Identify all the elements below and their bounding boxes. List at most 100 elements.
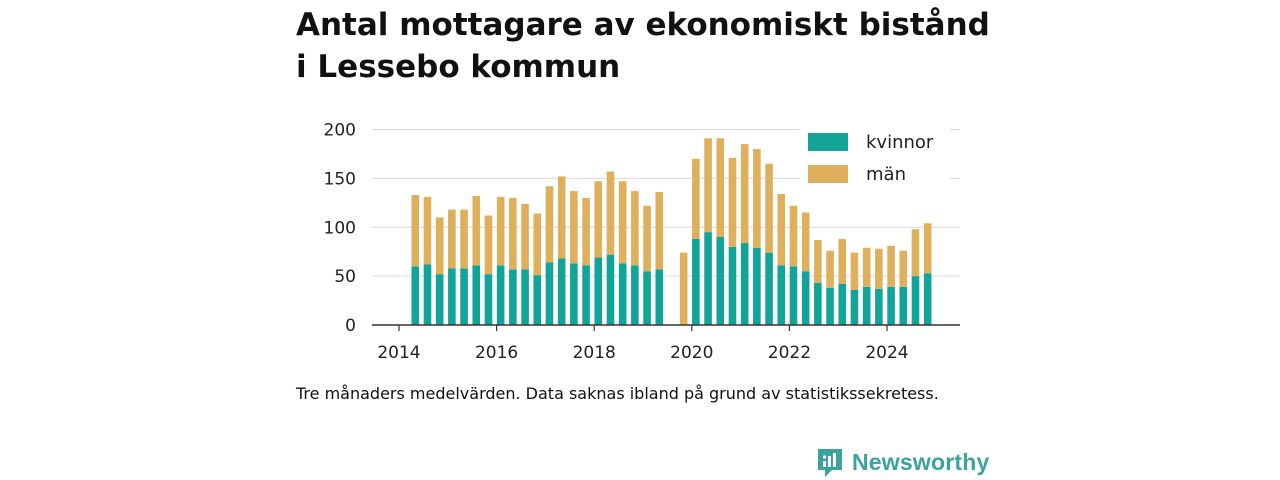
- bar-kvinnor: [435, 274, 444, 325]
- bar-man: [753, 149, 761, 248]
- bar-man: [533, 213, 542, 276]
- bar-man: [716, 138, 725, 238]
- bar-kvinnor: [411, 266, 420, 325]
- bar-kvinnor: [789, 266, 798, 325]
- bar-kvinnor: [545, 262, 554, 325]
- bar-man: [618, 181, 627, 264]
- bar-man: [423, 196, 432, 265]
- legend-label: kvinnor: [866, 132, 934, 153]
- legend-swatch: [808, 133, 848, 151]
- bar-kvinnor: [582, 265, 590, 325]
- bar-kvinnor: [740, 242, 749, 325]
- bar-kvinnor: [606, 254, 615, 325]
- bar-man: [496, 196, 505, 266]
- bar-man: [887, 245, 895, 287]
- legend-label: män: [866, 164, 906, 185]
- y-tick-label: 100: [324, 218, 356, 238]
- newsworthy-brand[interactable]: Newsworthy: [816, 446, 989, 478]
- legend-swatch: [808, 165, 848, 183]
- bar-man: [814, 239, 822, 283]
- bar-kvinnor: [899, 286, 908, 325]
- bar-kvinnor: [801, 271, 810, 325]
- bar-kvinnor: [753, 247, 761, 325]
- bar-kvinnor: [655, 269, 664, 325]
- bar-man: [923, 223, 932, 274]
- bar-man: [899, 250, 908, 287]
- bar-man: [448, 209, 456, 269]
- chart-title-line-1: Antal mottagare av ekonomiskt bistånd: [296, 7, 990, 43]
- bar-kvinnor: [533, 275, 542, 325]
- brand-name: Newsworthy: [852, 448, 990, 475]
- bar-man: [643, 205, 651, 272]
- bar-kvinnor: [777, 265, 786, 325]
- y-tick-label: 200: [324, 121, 356, 141]
- bar-kvinnor: [716, 237, 725, 325]
- bar-man: [582, 197, 590, 266]
- bar-kvinnor: [496, 265, 505, 325]
- bar-kvinnor: [911, 276, 920, 325]
- y-tick-label: 150: [324, 169, 356, 189]
- bar-man: [692, 158, 700, 239]
- bar-man: [789, 205, 798, 267]
- bar-kvinnor: [838, 283, 847, 325]
- bar-man: [606, 171, 615, 255]
- bar-man: [911, 229, 920, 277]
- y-tick-label: 50: [334, 267, 356, 287]
- bar-man: [460, 209, 468, 269]
- bar-kvinnor: [484, 274, 493, 325]
- newsworthy-logo-icon: [818, 449, 842, 477]
- bar-kvinnor: [923, 273, 932, 325]
- bar-kvinnor: [460, 268, 468, 325]
- bar-man: [631, 191, 639, 266]
- bar-kvinnor: [765, 252, 773, 325]
- bars: [411, 138, 932, 325]
- x-tick-label: 2020: [670, 343, 713, 363]
- bar-man: [801, 212, 810, 272]
- bar-kvinnor: [814, 282, 822, 325]
- axes: 0 50 100 150 200 2014 2016 2018 2020 2022 2024: [324, 121, 960, 363]
- bar-man: [594, 181, 603, 258]
- bar-man: [435, 217, 444, 275]
- bar-kvinnor: [875, 288, 883, 325]
- chart-title: Antal mottagare av ekonomiskt bistånd i …: [296, 4, 1016, 88]
- bar-kvinnor: [618, 263, 627, 325]
- bar-man: [655, 192, 664, 270]
- bar-man: [875, 248, 883, 289]
- bar-kvinnor: [643, 271, 651, 325]
- bar-kvinnor: [557, 258, 566, 325]
- bar-man: [765, 163, 773, 253]
- chart-title-line-2: i Lessebo kommun: [296, 49, 621, 85]
- bar-kvinnor: [850, 289, 859, 325]
- x-tick-label: 2016: [475, 343, 518, 363]
- bar-man: [838, 238, 847, 284]
- bar-man: [850, 252, 859, 290]
- bar-kvinnor: [570, 263, 578, 325]
- bar-man: [679, 252, 688, 325]
- bar-man: [472, 195, 481, 266]
- y-tick-label: 0: [345, 316, 356, 336]
- bar-man: [777, 194, 786, 266]
- bar-man: [570, 191, 578, 264]
- bar-kvinnor: [862, 286, 871, 325]
- bar-man: [728, 157, 737, 247]
- bar-kvinnor: [509, 269, 517, 325]
- bar-kvinnor: [728, 246, 737, 325]
- legend: kvinnor män: [800, 126, 950, 185]
- bar-kvinnor: [448, 268, 456, 325]
- bar-kvinnor: [594, 257, 603, 325]
- stacked-bar-chart: 0 50 100 150 200 2014 2016 2018 2020 2022 2024 kvi…: [324, 121, 960, 363]
- bar-kvinnor: [423, 264, 432, 325]
- bar-man: [740, 144, 749, 243]
- bar-kvinnor: [704, 232, 712, 325]
- bar-man: [557, 176, 566, 259]
- x-tick-label: 2022: [768, 343, 811, 363]
- bar-kvinnor: [887, 286, 895, 325]
- bar-man: [862, 247, 871, 287]
- bar-man: [545, 186, 554, 263]
- bar-kvinnor: [826, 287, 834, 325]
- bar-man: [521, 203, 529, 270]
- bar-man: [826, 250, 834, 288]
- x-tick-label: 2018: [573, 343, 616, 363]
- bar-kvinnor: [692, 238, 700, 325]
- bar-kvinnor: [472, 265, 481, 325]
